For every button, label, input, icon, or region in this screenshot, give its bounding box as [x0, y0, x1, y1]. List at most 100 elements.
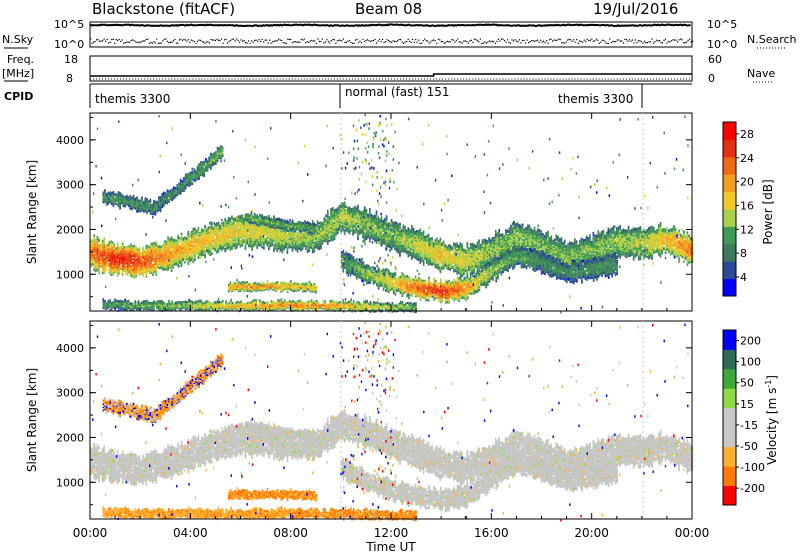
power-cell: [167, 239, 169, 242]
power-cell: [194, 231, 196, 234]
power-cell: [224, 243, 226, 246]
noise-search-dot: [631, 39, 633, 41]
power-cell: [216, 248, 218, 251]
nave-dot: [132, 78, 134, 80]
power-cell: [194, 249, 196, 252]
power-cell: [382, 226, 384, 229]
power-cell: [184, 236, 186, 239]
power-cell: [96, 253, 99, 256]
power-cell: [316, 242, 319, 245]
power-cell: [197, 244, 200, 247]
power-cell: [303, 238, 305, 241]
power-cell: [395, 222, 398, 225]
power-cell: [274, 230, 277, 233]
noise-search-dot: [673, 39, 676, 41]
power-cell: [315, 236, 317, 239]
noise-search-dot: [306, 41, 308, 43]
power-cell: [281, 241, 284, 244]
nave-dot: [436, 78, 438, 80]
power-cell: [392, 221, 395, 224]
nave-dot: [105, 78, 106, 80]
noise-search-dot: [580, 40, 582, 43]
noise-search-dot: [616, 39, 618, 41]
power-cell: [222, 231, 225, 234]
noise-search-dot: [585, 40, 587, 42]
power-cell: [229, 248, 232, 251]
power-cell: [199, 252, 201, 255]
nave-dot: [643, 78, 645, 80]
power-cell: [300, 221, 302, 224]
power-cell: [276, 240, 279, 243]
nave-dot: [351, 78, 353, 80]
nave-dot: [237, 78, 239, 80]
power-cell: [369, 215, 371, 218]
power-cell: [330, 216, 332, 219]
power-cell: [192, 239, 195, 242]
noise-search-dot: [222, 42, 224, 44]
power-cell: [375, 238, 378, 241]
power-cell: [197, 230, 200, 233]
power-cell: [278, 240, 280, 243]
power-cell: [374, 233, 376, 236]
power-cell: [384, 240, 386, 243]
power-cell: [323, 229, 326, 232]
power-cell: [227, 219, 230, 222]
power-cell: [241, 229, 243, 232]
power-cell: [367, 233, 369, 236]
power-cell: [370, 213, 373, 217]
power-cell: [231, 216, 233, 219]
power-cell: [355, 209, 358, 212]
noise-search-dot: [540, 39, 542, 41]
nave-dot: [198, 78, 200, 80]
power-cell: [219, 229, 221, 232]
noise-search-dot: [344, 41, 346, 44]
power-cell: [303, 230, 305, 233]
noise-search-dot: [546, 40, 548, 42]
power-cell: [111, 253, 114, 256]
power-cell: [217, 244, 220, 247]
power-cell: [389, 245, 391, 248]
power-cell: [222, 221, 225, 224]
power-cell: [120, 247, 122, 250]
power-cell: [390, 225, 393, 228]
power-cell: [283, 239, 285, 242]
power-cell: [311, 243, 314, 246]
noise-search-dot: [470, 39, 472, 41]
noise-search-dot: [531, 40, 533, 42]
noise-search-dot: [689, 38, 691, 40]
power-cell: [184, 255, 186, 259]
noise-search-dot: [478, 41, 480, 43]
power-cell: [190, 230, 193, 234]
power-cell: [374, 218, 376, 221]
power-cell: [206, 228, 208, 231]
power-cell: [236, 240, 238, 243]
power-cell: [200, 244, 203, 247]
power-cell: [234, 237, 237, 240]
noise-search-dot: [547, 42, 549, 44]
power-cell: [288, 240, 290, 243]
power-cell: [207, 228, 210, 231]
power-cell: [291, 220, 294, 223]
nave-dot: [577, 78, 579, 80]
power-cell: [355, 213, 358, 216]
noise-search-dot: [165, 38, 167, 40]
nave-dot: [689, 78, 690, 80]
power-cell: [345, 211, 347, 214]
power-cell: [163, 245, 166, 248]
power-cell: [390, 239, 393, 242]
nave-dot: [580, 78, 582, 80]
power-cell: [311, 237, 314, 240]
power-cell: [118, 262, 121, 265]
nave-dot: [394, 78, 395, 80]
power-cell: [162, 247, 164, 250]
noise-search-dot: [534, 40, 536, 42]
power-cell: [142, 260, 144, 263]
power-cell: [194, 241, 196, 244]
power-cell: [195, 242, 198, 245]
power-cell: [232, 222, 235, 225]
noise-search-dot: [288, 38, 290, 40]
power-cell: [308, 241, 311, 244]
power-cell: [310, 244, 312, 247]
power-cell: [333, 217, 336, 220]
noise-search-dot: [368, 40, 370, 42]
